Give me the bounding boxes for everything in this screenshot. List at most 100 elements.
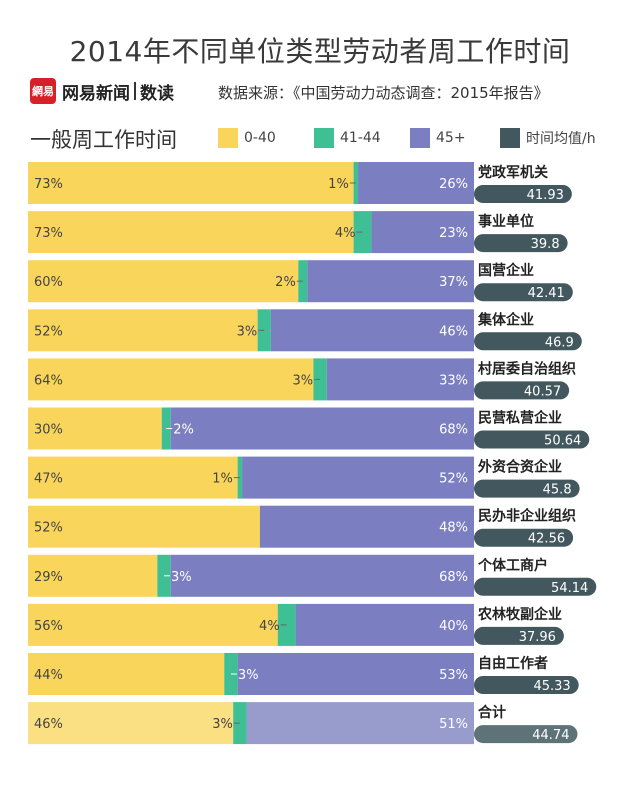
legend-item-45plus: 45+ xyxy=(410,128,466,148)
bar-segment-45plus xyxy=(307,260,474,303)
legend-swatch xyxy=(314,128,334,148)
legend-item-0-40: 0-40 xyxy=(218,128,276,148)
category-label: 自由工作者 xyxy=(478,655,548,672)
brand-column: 数读 xyxy=(140,83,174,104)
bar-segment-0-40 xyxy=(28,407,162,450)
avg-hours-label: 37.96 xyxy=(519,630,556,645)
bar-segment-45plus xyxy=(295,603,474,646)
data-label-45plus: 23% xyxy=(439,226,468,241)
data-label-41-44: 3% xyxy=(171,570,192,585)
chart-title: 2014年不同单位类型劳动者周工作时间 xyxy=(69,35,571,68)
data-label-0-40: 44% xyxy=(34,668,63,683)
data-label-41-44: 1% xyxy=(328,177,349,192)
data-label-45plus: 26% xyxy=(439,177,468,192)
category-label: 外资合资企业 xyxy=(478,459,562,476)
category-label: 合计 xyxy=(478,704,506,721)
data-label-41-44: 1% xyxy=(212,472,233,487)
bar-segment-45plus xyxy=(242,456,474,499)
legend-label: 45+ xyxy=(436,130,466,146)
category-label: 农林牧副企业 xyxy=(477,606,562,623)
data-label-0-40: 30% xyxy=(34,423,63,438)
avg-hours-bar xyxy=(474,381,570,400)
data-label-41-44: 2% xyxy=(275,275,296,290)
avg-hours-bar xyxy=(474,479,580,498)
brand-name: 网易新闻 xyxy=(62,83,130,104)
bar-segment-45plus xyxy=(358,162,474,204)
avg-hours-bar xyxy=(474,332,582,351)
category-label: 集体企业 xyxy=(477,311,534,328)
category-label: 党政军机关 xyxy=(478,164,548,181)
bar-segment-41-44 xyxy=(298,260,308,303)
netease-logo-icon: 網易 xyxy=(30,78,56,104)
category-label: 民办非企业组织 xyxy=(478,508,576,525)
avg-hours-label: 45.8 xyxy=(543,483,572,498)
bar-segment-45plus xyxy=(326,358,474,401)
bar-segment-45plus xyxy=(170,407,474,450)
data-label-0-40: 52% xyxy=(34,521,63,536)
data-label-45plus: 40% xyxy=(439,619,468,634)
bar-segment-0-40 xyxy=(28,653,225,695)
avg-hours-label: 50.64 xyxy=(544,434,581,449)
data-label-0-40: 29% xyxy=(34,570,63,585)
bar-segment-0-40 xyxy=(28,702,234,745)
legend-label: 时间均值/h xyxy=(526,131,596,147)
avg-hours-bar xyxy=(474,676,579,694)
data-label-41-44: 3% xyxy=(237,324,258,339)
avg-hours-bar xyxy=(474,626,564,645)
category-label: 民营私营企业 xyxy=(478,410,562,427)
avg-hours-bar xyxy=(474,234,568,253)
data-label-45plus: 37% xyxy=(439,275,468,290)
chart-subtitle: 一般周工作时间 xyxy=(30,128,177,152)
data-label-41-44: 3% xyxy=(212,717,233,732)
bar-segment-45plus xyxy=(170,554,474,597)
legend-swatch xyxy=(410,128,430,148)
data-label-0-40: 73% xyxy=(34,226,63,241)
bar-segment-0-40 xyxy=(28,162,354,204)
data-label-41-44: 4% xyxy=(259,619,280,634)
data-label-0-40: 60% xyxy=(34,275,63,290)
data-label-45plus: 48% xyxy=(439,521,468,536)
data-label-45plus: 51% xyxy=(439,717,468,732)
bar-segment-45plus xyxy=(259,505,474,548)
avg-hours-bar xyxy=(474,725,578,744)
category-label: 个体工商户 xyxy=(477,557,548,574)
avg-hours-bar xyxy=(474,283,573,302)
bar-segment-45plus xyxy=(270,309,474,352)
data-label-0-40: 47% xyxy=(34,472,63,487)
data-source: 数据来源：《中国劳动力动态调查：2015年报告》 xyxy=(218,84,549,102)
brand-separator xyxy=(134,82,136,100)
legend-swatch xyxy=(500,128,520,148)
bar-segment-0-40 xyxy=(28,456,238,499)
data-label-0-40: 46% xyxy=(34,717,63,732)
bar-segment-45plus xyxy=(371,211,474,254)
avg-hours-label: 42.41 xyxy=(528,286,565,301)
data-label-0-40: 73% xyxy=(34,177,63,192)
bar-segment-0-40 xyxy=(28,358,314,401)
data-label-45plus: 68% xyxy=(439,423,468,438)
bar-segment-0-40 xyxy=(28,309,258,352)
avg-hours-bar xyxy=(474,577,597,596)
data-label-45plus: 33% xyxy=(439,373,468,388)
category-label: 村居委自治组织 xyxy=(478,360,576,377)
legend-item-avg: 时间均值/h xyxy=(500,128,596,148)
data-label-0-40: 56% xyxy=(34,619,63,634)
avg-hours-bar xyxy=(474,430,590,449)
legend-swatch xyxy=(218,128,238,148)
avg-hours-label: 40.57 xyxy=(524,384,561,399)
data-label-41-44: 3% xyxy=(238,668,259,683)
data-label-45plus: 53% xyxy=(439,668,468,683)
data-label-41-44: 3% xyxy=(293,373,314,388)
data-label-41-44: 4% xyxy=(335,226,356,241)
avg-hours-label: 42.56 xyxy=(528,532,565,547)
avg-hours-label: 46.9 xyxy=(545,335,574,350)
bar-segment-0-40 xyxy=(28,554,158,597)
legend-item-41-44: 41-44 xyxy=(314,128,381,148)
avg-hours-bar xyxy=(474,528,574,547)
data-label-45plus: 46% xyxy=(439,324,468,339)
data-label-0-40: 52% xyxy=(34,324,63,339)
legend-label: 0-40 xyxy=(244,130,276,146)
data-label-45plus: 68% xyxy=(439,570,468,585)
legend-label: 41-44 xyxy=(340,130,381,146)
category-label: 事业单位 xyxy=(478,213,534,230)
